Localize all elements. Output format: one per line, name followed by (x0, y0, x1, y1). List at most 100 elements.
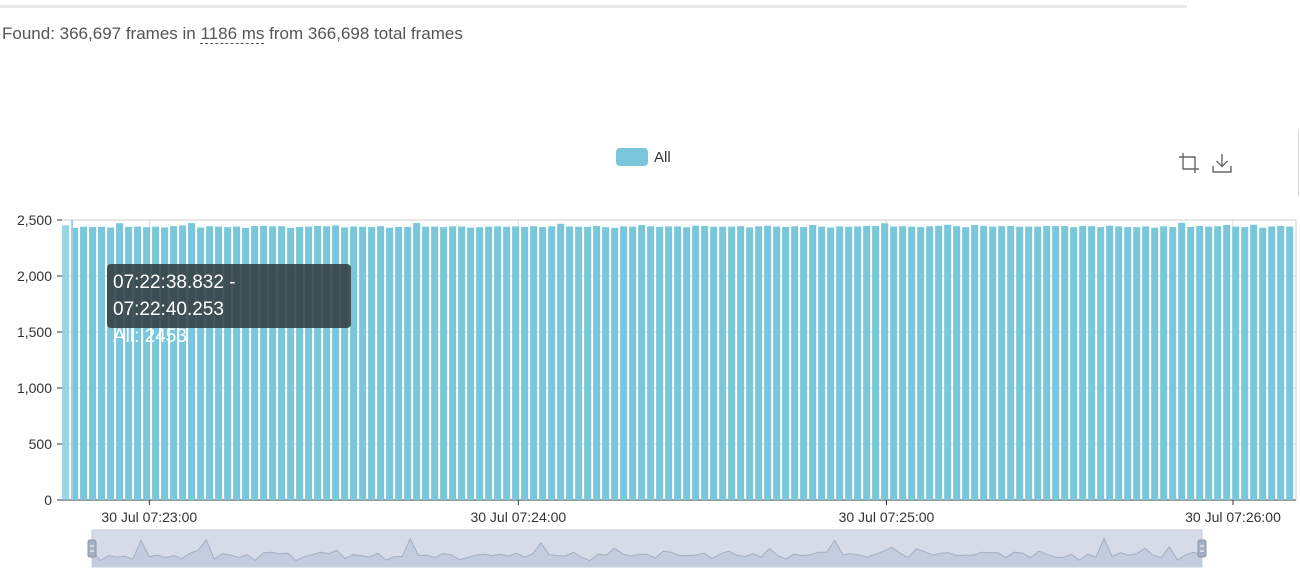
bar (125, 226, 133, 500)
zoom-slider-sparkline (91, 537, 1203, 562)
zoom-slider-left-handle[interactable] (87, 539, 97, 558)
bar (899, 226, 907, 500)
bar (143, 227, 151, 500)
bar (1034, 226, 1042, 500)
bar (530, 226, 538, 500)
bar (953, 226, 961, 500)
bar (494, 226, 502, 500)
bar (1007, 226, 1015, 500)
bar (629, 226, 637, 500)
bar (809, 225, 817, 501)
bar (746, 227, 754, 500)
bar (161, 227, 169, 500)
bar (935, 225, 943, 500)
bar (1052, 226, 1060, 500)
bar (98, 226, 106, 500)
bar (1106, 225, 1114, 500)
bar (152, 226, 160, 500)
bar (1025, 226, 1033, 500)
zoom-slider-right-handle[interactable] (1197, 539, 1207, 558)
tooltip-value: All: 2453 (113, 326, 187, 347)
x-tick-label: 30 Jul 07:26:00 (1185, 509, 1281, 525)
bar (818, 226, 826, 500)
bar (458, 226, 466, 500)
bar (242, 227, 250, 500)
bar (1079, 225, 1087, 500)
bar (944, 224, 952, 501)
bar (404, 226, 412, 500)
bar (440, 227, 448, 500)
bar (206, 226, 214, 500)
bar (1043, 225, 1051, 500)
bar (1268, 226, 1276, 500)
bar (782, 226, 790, 500)
bar (1250, 224, 1258, 501)
bar (872, 225, 880, 500)
x-tick-label: 30 Jul 07:25:00 (839, 509, 935, 525)
y-tick-label: 2,500 (17, 212, 52, 228)
bar (1259, 227, 1267, 500)
bar (1286, 226, 1294, 500)
bar (1160, 226, 1168, 500)
bar (620, 226, 628, 500)
bar (260, 225, 268, 500)
bar (503, 226, 511, 500)
bar (305, 226, 313, 500)
bar (197, 227, 205, 500)
bar (1115, 226, 1123, 500)
bar (341, 227, 349, 500)
bar (728, 226, 736, 500)
bar (683, 227, 691, 500)
legend-label: All (654, 148, 671, 166)
bar (386, 227, 394, 500)
bar (287, 227, 295, 500)
bar (377, 226, 385, 500)
bar (485, 226, 493, 500)
zoom-select-icon[interactable] (1178, 152, 1200, 174)
bar (584, 226, 592, 500)
bar (845, 226, 853, 500)
bar (674, 226, 682, 500)
bar (251, 226, 259, 500)
duration-value[interactable]: 1186 ms (200, 24, 265, 44)
zoom-slider-sparkline-area (92, 538, 1202, 567)
y-tick-label: 1,500 (17, 324, 52, 340)
bar (548, 226, 556, 500)
bar (107, 227, 115, 500)
bar (323, 226, 331, 500)
bar (269, 226, 277, 500)
bar (1016, 226, 1024, 500)
bar (278, 226, 286, 500)
bar (359, 226, 367, 500)
bar (890, 226, 898, 500)
bar (224, 227, 232, 500)
bar (836, 226, 844, 500)
bar (566, 226, 574, 500)
bar (998, 226, 1006, 500)
summary-suffix: from 366,698 total frames (269, 24, 463, 43)
bar (476, 227, 484, 500)
bar (1241, 227, 1249, 500)
bar (431, 226, 439, 500)
bar (773, 226, 781, 500)
bar (521, 226, 529, 500)
bar (116, 223, 124, 501)
summary-prefix: Found: 366,697 frames in (2, 24, 196, 43)
tooltip-range: 07:22:38.832 - 07:22:40.253 (113, 272, 236, 320)
bar (80, 226, 88, 500)
bar (1061, 226, 1069, 500)
bar (908, 226, 916, 500)
top-divider (0, 5, 1187, 8)
bar (1169, 227, 1177, 500)
download-icon[interactable] (1211, 152, 1233, 174)
bar (422, 226, 430, 500)
bar (827, 227, 835, 500)
bar (1277, 225, 1285, 500)
bar (296, 226, 304, 500)
legend-item-all[interactable]: All (616, 148, 671, 166)
bar (350, 226, 358, 500)
bar (719, 226, 727, 500)
bar (512, 226, 520, 500)
bar (1124, 227, 1132, 500)
